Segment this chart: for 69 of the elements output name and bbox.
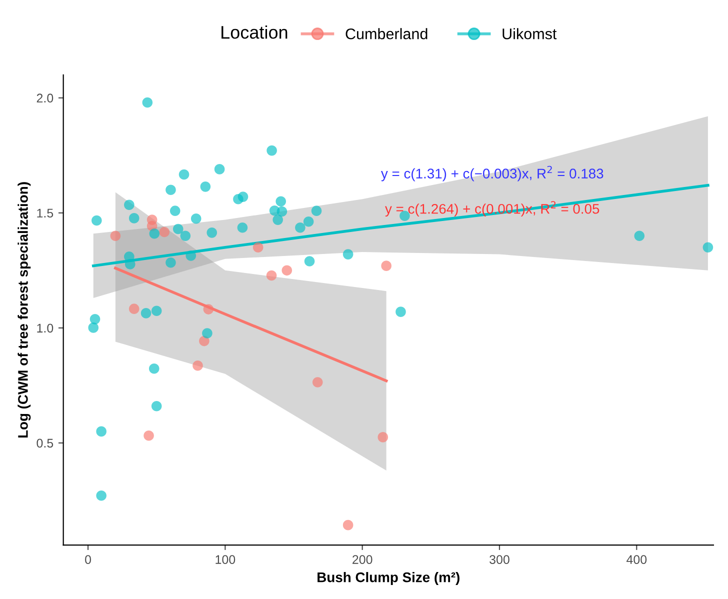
point <box>214 164 225 174</box>
point <box>190 214 202 224</box>
point <box>144 430 154 441</box>
point <box>206 228 218 238</box>
point <box>272 214 283 225</box>
point <box>128 213 140 224</box>
point <box>166 257 176 268</box>
point <box>186 250 196 261</box>
point <box>200 182 211 192</box>
legend-title: Location <box>222 25 288 39</box>
annotation: y = c(1.31) + c(−0.003)x, R$^{2}$ = 0.183 <box>380 166 604 182</box>
point <box>180 230 191 242</box>
y-tick-label: 1.0 <box>37 324 54 333</box>
point <box>88 322 99 333</box>
point <box>151 400 162 412</box>
point <box>266 270 277 281</box>
point <box>151 306 162 316</box>
point <box>342 520 354 530</box>
point <box>192 360 203 371</box>
y-tick-label: 1.5 <box>37 208 54 218</box>
point <box>276 206 288 217</box>
point <box>149 228 160 239</box>
point <box>311 206 322 216</box>
point <box>178 169 190 180</box>
point <box>252 242 264 253</box>
point <box>124 259 136 270</box>
point <box>342 249 354 260</box>
point <box>266 145 277 156</box>
point <box>702 242 714 253</box>
line-series <box>92 184 710 268</box>
x-tick-label: 300 <box>490 555 510 564</box>
x-tick-label: 200 <box>352 555 372 564</box>
point <box>295 222 306 233</box>
point <box>110 230 121 242</box>
y-axis-title: Log (CWM of tree forest specialization) <box>18 182 31 438</box>
point <box>172 224 184 234</box>
point <box>124 200 134 210</box>
point <box>170 206 180 216</box>
point <box>96 426 106 437</box>
point <box>92 215 102 226</box>
x-tick-label: 0 <box>85 555 92 564</box>
x-tick-label: 400 <box>626 555 647 564</box>
legend-label: Uikomst <box>502 28 557 40</box>
point <box>238 192 248 202</box>
point <box>159 226 170 238</box>
x-axis-title: Bush Clump Size (m²) <box>318 572 460 585</box>
point <box>96 490 106 501</box>
point <box>282 265 292 276</box>
point <box>303 216 314 227</box>
y-tick-label: 2.0 <box>36 94 54 103</box>
point <box>378 432 388 442</box>
point <box>237 222 248 233</box>
point <box>276 196 286 207</box>
point <box>312 377 323 388</box>
point <box>304 256 315 266</box>
y-tick-label: 0.5 <box>36 438 54 448</box>
point <box>148 363 160 374</box>
point <box>202 328 212 338</box>
point <box>128 304 140 314</box>
point <box>381 260 392 271</box>
point <box>634 230 645 242</box>
legend-label: Cumberland <box>346 28 428 40</box>
point <box>396 306 406 317</box>
point <box>142 97 153 108</box>
x-tick-label: 100 <box>216 555 236 564</box>
point <box>166 184 176 196</box>
point <box>203 304 214 314</box>
point <box>90 314 100 324</box>
point <box>140 308 152 318</box>
